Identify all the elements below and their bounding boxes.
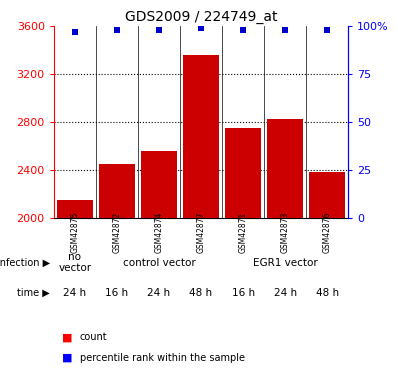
Text: ■: ■ (62, 333, 72, 342)
Text: GSM42873: GSM42873 (281, 212, 290, 253)
Text: 48 h: 48 h (189, 288, 213, 297)
Text: GSM42874: GSM42874 (154, 212, 164, 253)
Text: GSM42876: GSM42876 (323, 212, 332, 253)
Bar (183, 55, 219, 217)
Text: ■: ■ (62, 353, 72, 363)
Bar (309, 172, 345, 217)
Text: 24 h: 24 h (147, 288, 170, 297)
Bar (141, 150, 177, 217)
Text: infection ▶: infection ▶ (0, 258, 50, 267)
Bar (57, 200, 93, 217)
Text: no
vector: no vector (58, 252, 91, 273)
Text: time ▶: time ▶ (17, 288, 50, 297)
Text: control vector: control vector (123, 258, 195, 267)
Text: 24 h: 24 h (273, 288, 297, 297)
Text: GSM42871: GSM42871 (238, 212, 248, 253)
Text: 16 h: 16 h (105, 288, 129, 297)
Text: percentile rank within the sample: percentile rank within the sample (80, 353, 245, 363)
Text: 24 h: 24 h (63, 288, 86, 297)
Text: GSM42877: GSM42877 (197, 212, 205, 253)
Text: EGR1 vector: EGR1 vector (253, 258, 318, 267)
Title: GDS2009 / 224749_at: GDS2009 / 224749_at (125, 10, 277, 24)
Text: count: count (80, 333, 107, 342)
Bar (99, 164, 135, 218)
Text: 48 h: 48 h (316, 288, 339, 297)
Text: GSM42875: GSM42875 (70, 212, 79, 253)
Bar (267, 120, 303, 218)
Text: GSM42872: GSM42872 (112, 212, 121, 253)
Text: 16 h: 16 h (232, 288, 255, 297)
Bar (225, 128, 261, 218)
